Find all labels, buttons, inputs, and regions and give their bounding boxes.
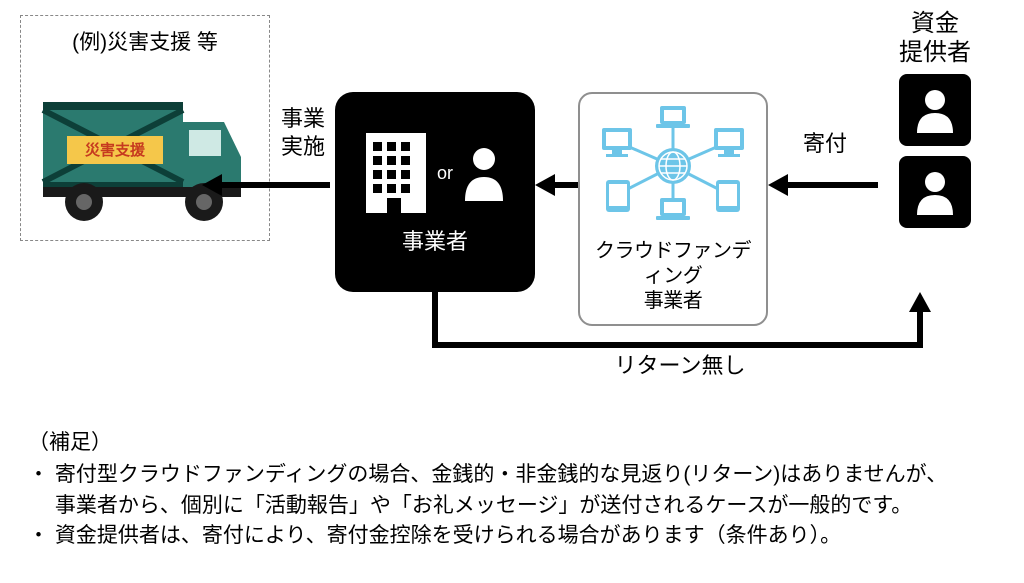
or-label: or: [437, 163, 453, 184]
example-box: (例)災害支援 等: [20, 15, 270, 241]
notes-line-3: ・ 資金提供者は、寄付により、寄付金控除を受けられる場合があります（条件あり）。: [28, 521, 996, 551]
person-icon: [459, 143, 509, 203]
footer-notes: （補足） ・ 寄付型クラウドファンディングの場合、金銭的・非金銭的な見返り(リタ…: [28, 428, 996, 552]
label-donation: 寄付: [790, 130, 860, 158]
arrow-cf-to-biz-icon: [535, 170, 580, 200]
notes-heading: （補足）: [28, 428, 996, 458]
network-icon: [588, 102, 758, 230]
arrow-donation-icon: [768, 170, 880, 200]
label-no-return: リターン無し: [600, 352, 760, 380]
funder-person-1-icon: [899, 74, 971, 146]
arrow-implement-icon: [200, 170, 335, 200]
notes-line-1: ・ 寄付型クラウドファンディングの場合、金銭的・非金銭的な見返り(リターン)はあ…: [28, 460, 996, 490]
funder-person-2-icon: [899, 156, 971, 228]
truck-icon: 災害支援: [29, 62, 249, 232]
building-icon: [361, 128, 431, 218]
business-label: 事業者: [402, 224, 468, 256]
diagram-canvas: (例)災害支援 等: [0, 0, 1024, 420]
example-title: (例)災害支援 等: [29, 26, 261, 56]
label-implement: 事業 実施: [273, 105, 333, 160]
business-box: or 事業者: [335, 92, 535, 292]
truck-label: 災害支援: [69, 139, 161, 160]
funder-column: 資金 提供者: [880, 10, 990, 238]
notes-line-2: 事業者から、個別に「活動報告」や「お礼メッセージ」が送付されるケースが一般的です…: [28, 491, 996, 521]
funder-title: 資金 提供者: [899, 10, 971, 68]
